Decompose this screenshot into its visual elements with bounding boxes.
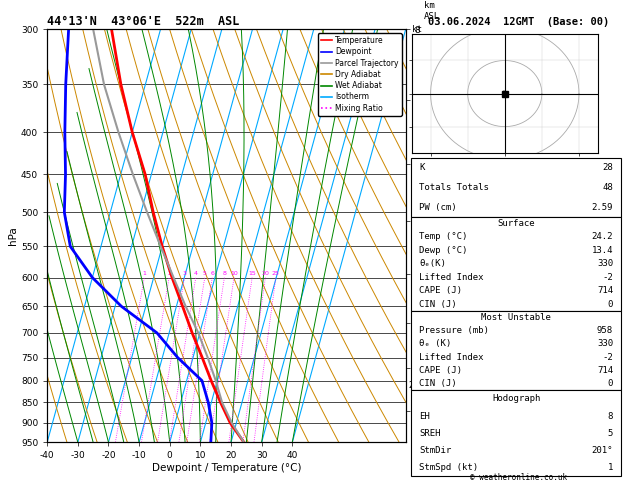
Text: © weatheronline.co.uk: © weatheronline.co.uk [470, 473, 567, 482]
Text: 13.4: 13.4 [591, 246, 613, 255]
Text: 28: 28 [603, 163, 613, 172]
Text: 3: 3 [182, 271, 186, 277]
Text: km
ASL: km ASL [424, 1, 440, 21]
Text: 15: 15 [248, 271, 256, 277]
Bar [411, 311, 621, 390]
Text: 25: 25 [272, 271, 280, 277]
Text: kt: kt [412, 25, 422, 34]
Text: -2: -2 [603, 353, 613, 362]
Text: Hodograph: Hodograph [492, 395, 540, 403]
Text: 2: 2 [167, 271, 171, 277]
Text: 0: 0 [608, 379, 613, 388]
Text: Lifted Index: Lifted Index [419, 273, 484, 282]
Text: 0: 0 [608, 299, 613, 309]
Text: 2 LCL: 2 LCL [409, 381, 432, 390]
Text: 2.59: 2.59 [591, 203, 613, 211]
Text: 8: 8 [223, 271, 226, 277]
Text: 201°: 201° [591, 446, 613, 455]
Text: EH: EH [419, 412, 430, 420]
Text: K: K [419, 163, 425, 172]
Text: -2: -2 [603, 273, 613, 282]
Text: 714: 714 [597, 366, 613, 375]
Text: Dewp (°C): Dewp (°C) [419, 246, 467, 255]
Text: SREH: SREH [419, 429, 441, 438]
Text: Lifted Index: Lifted Index [419, 353, 484, 362]
Bar [411, 158, 621, 217]
Bar [411, 390, 621, 476]
Text: 8: 8 [608, 412, 613, 420]
Text: 5: 5 [203, 271, 207, 277]
Y-axis label: Mixing Ratio (g/kg): Mixing Ratio (g/kg) [455, 193, 464, 278]
Text: PW (cm): PW (cm) [419, 203, 457, 211]
Text: CAPE (J): CAPE (J) [419, 366, 462, 375]
Text: Totals Totals: Totals Totals [419, 183, 489, 192]
Text: 958: 958 [597, 326, 613, 335]
Text: 1: 1 [142, 271, 147, 277]
Text: CIN (J): CIN (J) [419, 299, 457, 309]
X-axis label: Dewpoint / Temperature (°C): Dewpoint / Temperature (°C) [152, 463, 301, 473]
Text: CIN (J): CIN (J) [419, 379, 457, 388]
Text: 44°13'N  43°06'E  522m  ASL: 44°13'N 43°06'E 522m ASL [47, 15, 240, 28]
Text: 330: 330 [597, 260, 613, 268]
Text: StmSpd (kt): StmSpd (kt) [419, 463, 478, 472]
Text: CAPE (J): CAPE (J) [419, 286, 462, 295]
Text: 714: 714 [597, 286, 613, 295]
Text: 24.2: 24.2 [591, 232, 613, 242]
Text: Pressure (mb): Pressure (mb) [419, 326, 489, 335]
Text: 20: 20 [262, 271, 269, 277]
Text: 10: 10 [230, 271, 238, 277]
Text: StmDir: StmDir [419, 446, 452, 455]
Text: θₑ (K): θₑ (K) [419, 339, 452, 348]
Text: 330: 330 [597, 339, 613, 348]
Text: 03.06.2024  12GMT  (Base: 00): 03.06.2024 12GMT (Base: 00) [428, 17, 610, 27]
Text: 1: 1 [608, 463, 613, 472]
Bar [411, 217, 621, 311]
Text: Most Unstable: Most Unstable [481, 313, 551, 322]
Text: Temp (°C): Temp (°C) [419, 232, 467, 242]
Text: 48: 48 [603, 183, 613, 192]
Text: 6: 6 [210, 271, 214, 277]
Text: Surface: Surface [498, 219, 535, 228]
Text: 5: 5 [608, 429, 613, 438]
Text: 4: 4 [194, 271, 198, 277]
Text: θₑ(K): θₑ(K) [419, 260, 446, 268]
Legend: Temperature, Dewpoint, Parcel Trajectory, Dry Adiabat, Wet Adiabat, Isotherm, Mi: Temperature, Dewpoint, Parcel Trajectory… [318, 33, 402, 116]
Y-axis label: hPa: hPa [8, 226, 18, 245]
